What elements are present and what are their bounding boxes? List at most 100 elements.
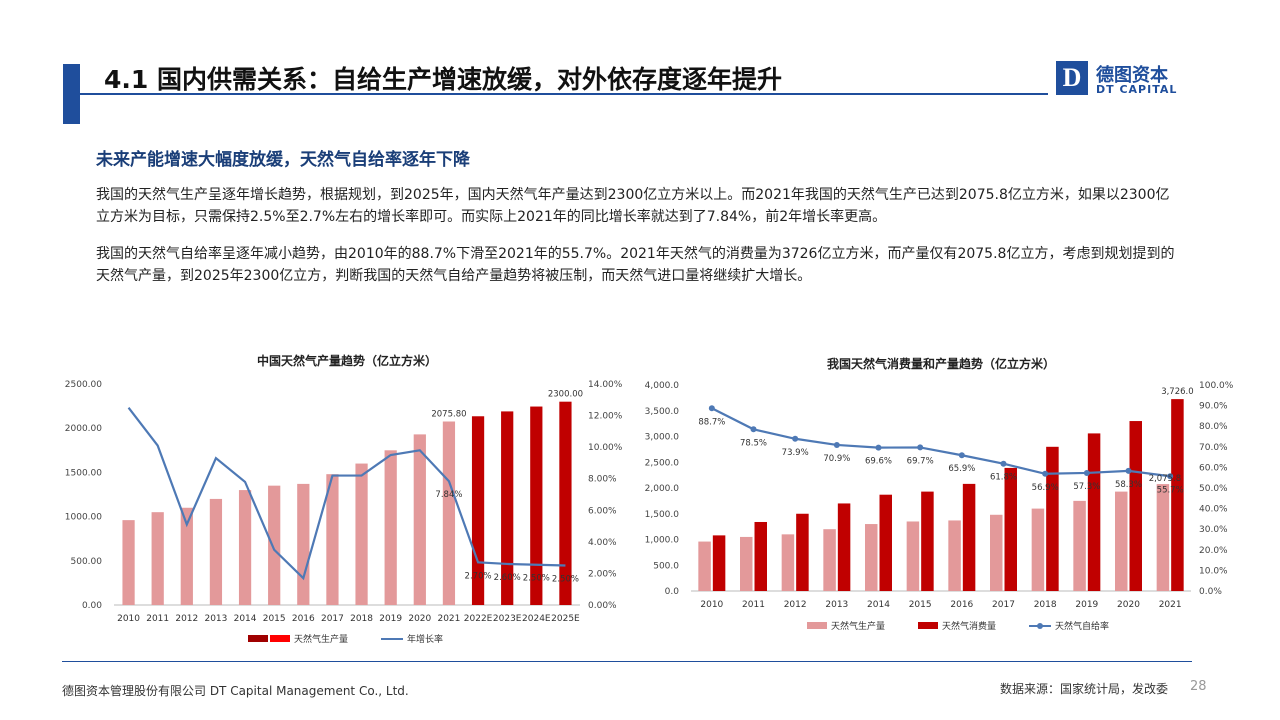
y2-tick-label: 8.00% <box>588 475 617 485</box>
bar-天然气生产量 <box>180 507 193 605</box>
bar-天然气消费量 <box>1129 421 1142 591</box>
line-marker <box>1000 460 1007 467</box>
data-label: 2300.00 <box>548 390 583 400</box>
data-label: 55.7% <box>1157 485 1184 495</box>
x-tick-label: 2020 <box>408 614 431 624</box>
y2-tick-label: 30.0% <box>1199 525 1228 535</box>
paragraph-self-sufficiency: 我国的天然气自给率呈逐年减小趋势，由2010年的88.7%下滑至2021年的55… <box>96 246 1175 284</box>
bar-天然气生产量 <box>209 498 223 605</box>
chart-title: 我国天然气消费量和产量趋势（亿立方米） <box>827 356 1055 371</box>
y-tick-label: 1500.00 <box>65 468 102 478</box>
legend-label: 天然气消费量 <box>942 620 996 632</box>
bar-天然气生产量 <box>559 401 572 605</box>
bar-天然气生产量 <box>122 520 135 605</box>
y-tick-label: 4,000.0 <box>645 381 680 391</box>
y-tick-label: 0.00 <box>82 601 102 611</box>
section-subtitle: 未来产能增速大幅度放缓，天然气自给率逐年下降 <box>96 150 470 170</box>
bar-天然气消费量 <box>879 494 892 591</box>
y2-tick-label: 80.0% <box>1199 422 1228 432</box>
line-marker <box>792 435 799 442</box>
legend-marker <box>1037 623 1043 629</box>
legend-label: 天然气自给率 <box>1055 620 1109 632</box>
bar-天然气生产量 <box>948 520 961 591</box>
line-marker <box>1125 467 1132 474</box>
bar-天然气消费量 <box>1046 446 1059 591</box>
x-tick-label: 2020 <box>1117 600 1140 610</box>
y-tick-label: 500.00 <box>71 557 103 567</box>
data-label: 3,726.0 <box>1161 387 1193 397</box>
footer-source: 数据来源：国家统计局，发改委 <box>1000 682 1169 696</box>
y2-tick-label: 100.0% <box>1199 381 1234 391</box>
page-number: 28 <box>1190 679 1207 694</box>
footer-divider <box>62 661 1192 662</box>
bar-天然气生产量 <box>471 416 485 605</box>
y2-tick-label: 60.0% <box>1199 463 1228 473</box>
x-tick-label: 2023E <box>493 614 522 624</box>
bar-天然气消费量 <box>796 513 809 591</box>
x-tick-label: 2011 <box>742 600 765 610</box>
data-label: 2,075.8 <box>1149 474 1181 484</box>
y-tick-label: 500.0 <box>653 561 679 571</box>
logo-chinese-name: 德图资本 <box>1096 65 1168 86</box>
x-tick-label: 2011 <box>146 614 169 624</box>
x-tick-label: 2015 <box>263 614 286 624</box>
y-tick-label: 2,500.0 <box>645 458 680 468</box>
x-tick-label: 2012 <box>784 600 807 610</box>
bar-天然气消费量 <box>1087 433 1101 591</box>
x-tick-label: 2013 <box>204 614 227 624</box>
x-tick-label: 2018 <box>350 614 373 624</box>
line-marker <box>875 444 882 451</box>
y2-tick-label: 0.00% <box>588 601 617 611</box>
bar-天然气生产量 <box>501 411 514 605</box>
line-marker <box>1167 473 1174 480</box>
line-marker <box>708 405 715 412</box>
consumption-production-chart: 我国天然气消费量和产量趋势（亿立方米） 0.0 500.0 1,000.0 1,500.… <box>645 356 1234 632</box>
y-tick-label: 2000.00 <box>65 424 102 434</box>
bar-天然气生产量 <box>238 490 252 605</box>
legend-bar-swatch <box>918 622 938 629</box>
y2-tick-label: 20.0% <box>1199 546 1228 556</box>
data-label: 69.6% <box>865 457 892 467</box>
data-label: 56.9% <box>1032 483 1059 493</box>
data-label: 69.7% <box>907 456 934 466</box>
bar-天然气生产量 <box>906 521 920 591</box>
bar-天然气生产量 <box>151 512 164 605</box>
legend-bar-swatch <box>248 635 268 642</box>
y2-tick-label: 14.00% <box>588 380 622 390</box>
data-label: 61.8% <box>990 473 1017 483</box>
bar-天然气生产量 <box>865 524 878 591</box>
chart-title: 中国天然气产量趋势（亿立方米） <box>257 353 437 368</box>
x-tick-label: 2016 <box>292 614 315 624</box>
x-tick-label: 2021 <box>1159 600 1182 610</box>
line-marker <box>833 441 840 448</box>
bar-天然气消费量 <box>1004 467 1017 591</box>
bar-天然气生产量 <box>355 463 368 605</box>
x-tick-label: 2021 <box>437 614 460 624</box>
data-label: 2.60% <box>494 573 521 583</box>
bar-天然气生产量 <box>698 541 711 591</box>
paragraph-production: 我国的天然气生产呈逐年增长趋势，根据规划，到2025年，国内天然气年产量达到23… <box>96 187 1170 225</box>
x-tick-label: 2016 <box>950 600 973 610</box>
x-tick-label: 2017 <box>321 614 344 624</box>
x-tick-label: 2010 <box>117 614 140 624</box>
production-trend-chart: 中国天然气产量趋势（亿立方米） 0.00 500.00 1000.00 1500.00 2… <box>65 353 622 645</box>
x-tick-label: 2022E <box>464 614 493 624</box>
legend-label: 天然气生产量 <box>831 620 885 632</box>
company-logo: D 德图资本 DT CAPITAL <box>1056 61 1186 97</box>
y2-tick-label: 90.0% <box>1199 402 1228 412</box>
bar-天然气消费量 <box>712 535 726 591</box>
line-marker <box>1042 470 1049 477</box>
data-label: 78.5% <box>740 438 767 448</box>
y2-tick-label: 4.00% <box>588 538 617 548</box>
data-label: 2.50% <box>552 575 579 585</box>
line-marker <box>750 426 757 433</box>
x-tick-label: 2018 <box>1034 600 1057 610</box>
bar-天然气生产量 <box>530 406 543 605</box>
legend-bar-swatch <box>807 622 827 629</box>
legend-label: 年增长率 <box>407 633 443 645</box>
bar-天然气消费量 <box>921 491 934 591</box>
bar-天然气消费量 <box>1171 399 1184 591</box>
bar-天然气生产量 <box>1115 491 1128 591</box>
y2-tick-label: 2.00% <box>588 569 617 579</box>
bar-天然气生产量 <box>1156 484 1170 591</box>
